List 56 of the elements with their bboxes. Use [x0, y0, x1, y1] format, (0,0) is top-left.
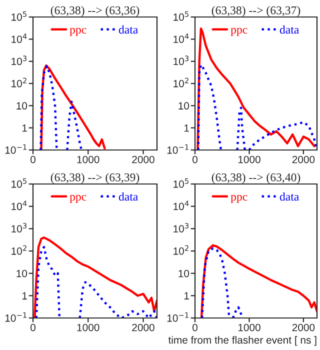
- line-series: [196, 27, 316, 150]
- y-tick-label: 10$^{2}$: [12, 245, 26, 255]
- x-tick-label: 0: [192, 156, 198, 164]
- line-series: [40, 64, 106, 150]
- x-tick-label: 1000: [238, 156, 260, 164]
- x-tick-label: 1000: [77, 156, 100, 164]
- legend-label: data: [118, 192, 138, 201]
- x-tick-label: 2000: [292, 324, 315, 332]
- y-tick-label: 10$^{2}$: [174, 78, 188, 88]
- legend-label: data: [280, 192, 299, 201]
- y-tick-label: 10$^{5}$: [174, 11, 188, 21]
- line-series: [200, 244, 317, 318]
- chart-title: (63,38) --> (63,37): [212, 6, 300, 17]
- y-tick-label: 10$^{−1}$: [167, 144, 188, 154]
- y-tick-label: 10$^{3}$: [174, 222, 189, 232]
- chart-title: (63,38) --> (63,36): [50, 6, 140, 17]
- text: ppc: [230, 28, 248, 36]
- y-tick-label: 10$^{4}$: [174, 200, 189, 210]
- x-tick-label: 0: [30, 156, 36, 164]
- x-tick-label: 0: [192, 324, 198, 332]
- x-tick-label: 2000: [292, 156, 315, 164]
- x-tick-label: 2000: [132, 156, 154, 164]
- legend-label: ppc: [70, 28, 86, 36]
- y-tick-label: 10$^{−1}$: [5, 312, 26, 322]
- y-tick-label: 10: [178, 102, 190, 110]
- y-tick-label: 10: [178, 270, 190, 278]
- y-tick-label: 10$^{3}$: [174, 56, 189, 66]
- y-tick-label: 10$^{3}$: [12, 222, 27, 232]
- y-tick-label: 1: [22, 292, 27, 300]
- x-tick-label: 1000: [238, 324, 260, 332]
- y-tick-label: 10$^{5}$: [12, 178, 26, 188]
- y-tick-label: 1: [22, 124, 27, 132]
- y-tick-label: 1: [184, 124, 189, 132]
- y-tick-label: 10$^{−1}$: [5, 144, 26, 154]
- y-tick-label: 10$^{5}$: [12, 11, 26, 21]
- y-tick-label: 10$^{3}$: [12, 56, 27, 66]
- y-tick-label: 10$^{4}$: [174, 34, 189, 43]
- legend-label: ppc: [70, 194, 86, 204]
- x-axis-title: time from the flasher event [ ns ]: [168, 336, 316, 346]
- chart-title: (63,38) --> (63,40): [212, 173, 300, 184]
- chart-title: (63,38) --> (63,39): [50, 173, 140, 184]
- x-tick-label: 1000: [77, 324, 100, 332]
- y-tick-label: 10$^{4}$: [12, 200, 27, 210]
- legend-label: data: [280, 25, 299, 34]
- text: ppc: [230, 194, 248, 204]
- y-tick-label: 10: [16, 270, 28, 278]
- y-tick-label: 1: [184, 292, 189, 300]
- x-tick-label: 0: [30, 324, 36, 332]
- y-tick-label: 10: [16, 102, 28, 110]
- y-tick-label: 10$^{2}$: [12, 78, 26, 88]
- y-tick-label: 10$^{4}$: [12, 34, 27, 43]
- y-tick-label: 10$^{5}$: [174, 178, 188, 188]
- legend-label: data: [118, 25, 138, 34]
- x-tick-label: 2000: [132, 324, 154, 332]
- y-tick-label: 10$^{−1}$: [167, 312, 188, 322]
- y-tick-label: 10$^{2}$: [174, 245, 188, 255]
